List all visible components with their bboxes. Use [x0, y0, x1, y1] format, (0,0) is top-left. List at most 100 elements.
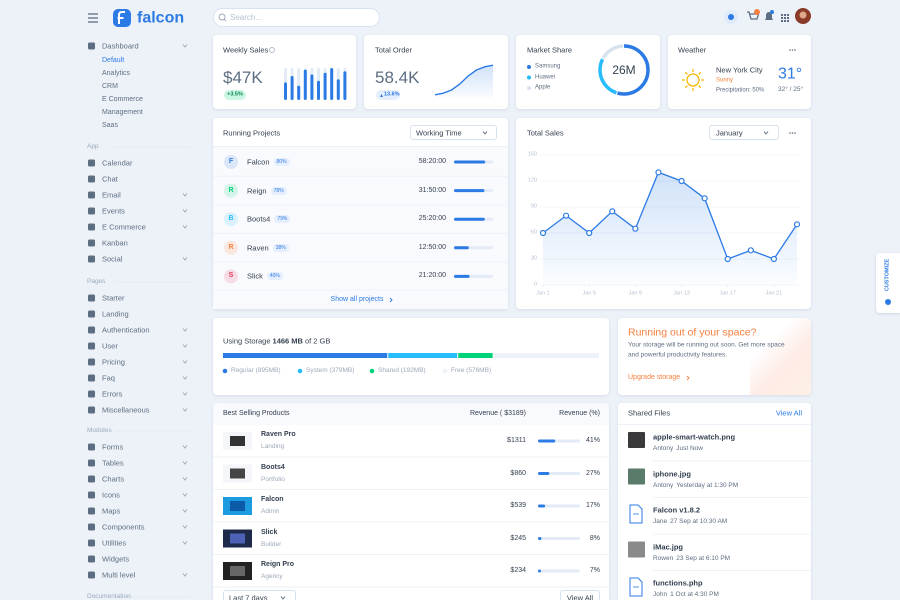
dropdown[interactable]: [709, 125, 779, 140]
sun-ray: [684, 85, 688, 89]
search-box[interactable]: [213, 8, 380, 27]
product-revenue: $860: [510, 469, 526, 477]
nav-section-title: Documentation: [87, 593, 131, 600]
nav-item[interactable]: Calendar: [102, 158, 133, 168]
project-letter: F: [228, 157, 234, 165]
nav-subitem[interactable]: Analytics: [102, 69, 131, 77]
card-title: Shared Files: [628, 408, 671, 418]
progress-track: [538, 569, 580, 573]
nav-item[interactable]: Authentication: [102, 325, 150, 335]
nav-icon: [88, 406, 95, 414]
nav-icon: [88, 342, 95, 350]
nav-item[interactable]: Starter: [102, 293, 125, 303]
nav-subitem[interactable]: E Commerce: [102, 95, 143, 103]
nav-icon: [88, 507, 95, 515]
nav-item[interactable]: Icons: [102, 490, 120, 500]
product-revenue: $245: [510, 534, 526, 542]
nav-item[interactable]: Email: [102, 190, 121, 200]
line: [542, 171, 798, 260]
nav-item[interactable]: Social: [102, 254, 123, 264]
file-time: Just Now: [676, 445, 703, 453]
weather-city: New York City: [716, 65, 763, 75]
kpi-value: 58.4K: [375, 67, 420, 87]
nav-item[interactable]: Multi level: [102, 570, 136, 580]
dropdown-chevron: [280, 596, 286, 600]
nav-subitem[interactable]: CRM: [102, 82, 118, 90]
header-link[interactable]: View All: [775, 408, 802, 418]
product-revenue: $234: [510, 566, 526, 574]
dropdown[interactable]: [410, 125, 497, 140]
dropdown-label[interactable]: January: [716, 128, 743, 138]
space-link[interactable]: Upgrade storage: [628, 373, 681, 381]
nav-icon: [88, 459, 95, 467]
bar: [323, 72, 327, 100]
nav-item[interactable]: Tables: [102, 458, 124, 468]
nav-icon: [88, 523, 95, 531]
project-time: 31:50:00: [418, 186, 446, 194]
trend-line: [434, 64, 494, 96]
y-tick-label: 0: [533, 281, 537, 288]
bell-badge: [770, 10, 774, 14]
nav-item[interactable]: Landing: [102, 309, 129, 319]
line-point: [770, 255, 778, 263]
nav-section-title: Pages: [87, 278, 106, 286]
nav-item[interactable]: Charts: [102, 474, 125, 484]
storage-segment: [388, 353, 458, 358]
project-avatar: [224, 155, 238, 169]
nav-item[interactable]: Faq: [102, 373, 115, 383]
button-label[interactable]: View All: [566, 593, 594, 600]
nav-chevron: [182, 509, 188, 513]
y-tick-label: 150: [527, 151, 537, 158]
nav-subitem[interactable]: Management: [102, 108, 143, 116]
kpi-change: 13.6%: [384, 91, 400, 98]
nav-item[interactable]: Errors: [102, 389, 123, 399]
footer-link[interactable]: Show all projects: [330, 295, 384, 303]
legend-label: Shared (192MB): [378, 367, 426, 375]
project-percent: 38%: [272, 243, 289, 252]
nav-item[interactable]: Forms: [102, 442, 124, 452]
card-title: Total Sales: [527, 128, 564, 138]
product-category: Builder: [261, 540, 282, 548]
card: [668, 35, 811, 109]
progress-bar: [538, 439, 556, 443]
legend-dot: [297, 368, 303, 374]
nav-item[interactable]: E Commerce: [102, 222, 146, 232]
legend-label: Samsung: [535, 63, 561, 70]
line-point: [632, 225, 639, 232]
nav-item[interactable]: Utilities: [102, 538, 127, 548]
nav-subitem[interactable]: Default: [102, 56, 125, 64]
nav-chevron: [182, 445, 188, 449]
button[interactable]: [560, 590, 600, 600]
nav-item[interactable]: Components: [102, 522, 145, 532]
product-share: 41%: [585, 436, 600, 444]
dropdown-label[interactable]: Last 7 days: [229, 593, 268, 600]
nav-item[interactable]: Kanban: [102, 238, 128, 248]
bar: [297, 85, 301, 100]
nav-item[interactable]: Events: [102, 206, 125, 216]
nav-icon: [88, 358, 95, 366]
nav-item[interactable]: User: [102, 341, 118, 351]
storage-summary: Using Storage 1466 MB of 2 GB: [223, 337, 330, 346]
dropdown[interactable]: [223, 590, 296, 600]
nav-icon: [88, 475, 95, 483]
nav-item[interactable]: Pricing: [102, 357, 125, 367]
nav-item[interactable]: Widgets: [102, 554, 130, 564]
project-time: 58:20:00: [418, 157, 446, 165]
nav-item[interactable]: Chat: [102, 174, 118, 184]
product-share: 8%: [589, 534, 600, 542]
nav-chevron: [182, 225, 188, 229]
nav-item[interactable]: Dashboard: [102, 41, 139, 51]
dropdown-label[interactable]: Working Time: [416, 128, 462, 138]
cart-badge: [754, 9, 760, 15]
file-name: Falcon v1.8.2: [653, 505, 701, 515]
customize-label[interactable]: CUSTOMIZE: [884, 258, 891, 292]
nav-item[interactable]: Maps: [102, 506, 121, 516]
x-tick-label: Jan 5: [582, 290, 596, 297]
nav-item[interactable]: Miscellaneous: [102, 405, 150, 415]
storage-segment: [223, 353, 388, 358]
weather-temperature: 31°: [778, 65, 803, 83]
card-title: Market Share: [527, 45, 573, 55]
nav-subitem[interactable]: Saas: [102, 121, 118, 129]
kpi-value: $47K: [223, 67, 263, 87]
progress-bar: [538, 537, 542, 540]
